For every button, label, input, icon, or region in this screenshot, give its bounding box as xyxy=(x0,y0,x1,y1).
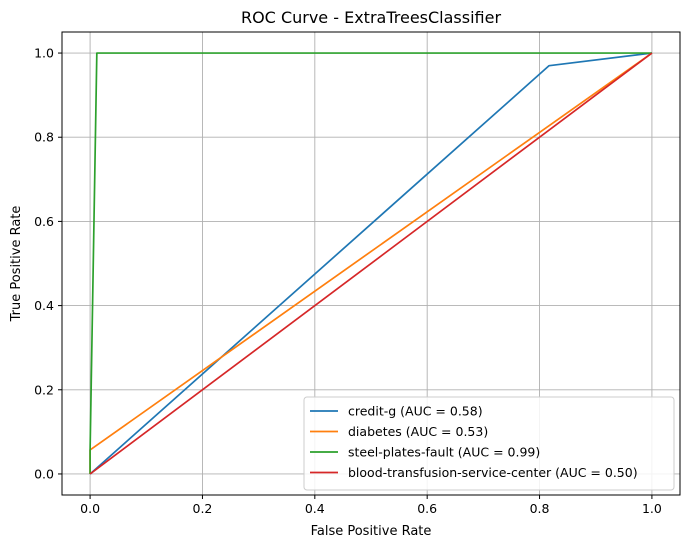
y-tick-label: 0.2 xyxy=(34,382,54,397)
y-tick-label: 0.0 xyxy=(34,466,54,481)
legend: credit-g (AUC = 0.58) diabetes (AUC = 0.5… xyxy=(303,396,675,491)
y-axis-label: True Positive Rate xyxy=(9,206,24,323)
plot-frame xyxy=(61,31,681,496)
x-tick-label: 0.8 xyxy=(530,501,550,516)
legend-frame xyxy=(303,396,675,491)
y-tick-label: 0.6 xyxy=(34,214,54,229)
y-tick-label: 0.4 xyxy=(34,298,54,313)
x-tick-label: 0.2 xyxy=(193,501,213,516)
x-tick-label: 0.4 xyxy=(305,501,325,516)
x-tick-label: 0.6 xyxy=(417,501,437,516)
y-tick-label: 0.8 xyxy=(34,130,54,145)
legend-label: diabetes (AUC = 0.53) xyxy=(348,424,488,439)
x-axis-label: False Positive Rate xyxy=(311,524,432,539)
x-tick-label: 0.0 xyxy=(80,501,100,516)
series-lines xyxy=(89,52,653,475)
legend-label: credit-g (AUC = 0.58) xyxy=(348,404,483,419)
series-line-2 xyxy=(89,52,652,474)
series-line-0 xyxy=(89,52,653,475)
y-tick-label: 1.0 xyxy=(34,46,54,61)
chart-title: ROC Curve - ExtraTreesClassifier xyxy=(241,8,501,27)
x-tick-label: 1.0 xyxy=(642,501,662,516)
axis-ticks: 0.0 0.2 0.4 0.6 0.8 1.0 0.0 0.2 0.4 0.6 0.8 1.0 xyxy=(34,46,662,516)
legend-label: steel-plates-fault (AUC = 0.99) xyxy=(348,445,540,460)
legend-label: blood-transfusion-service-center (AUC = … xyxy=(348,465,638,480)
series-line-3 xyxy=(89,52,653,475)
